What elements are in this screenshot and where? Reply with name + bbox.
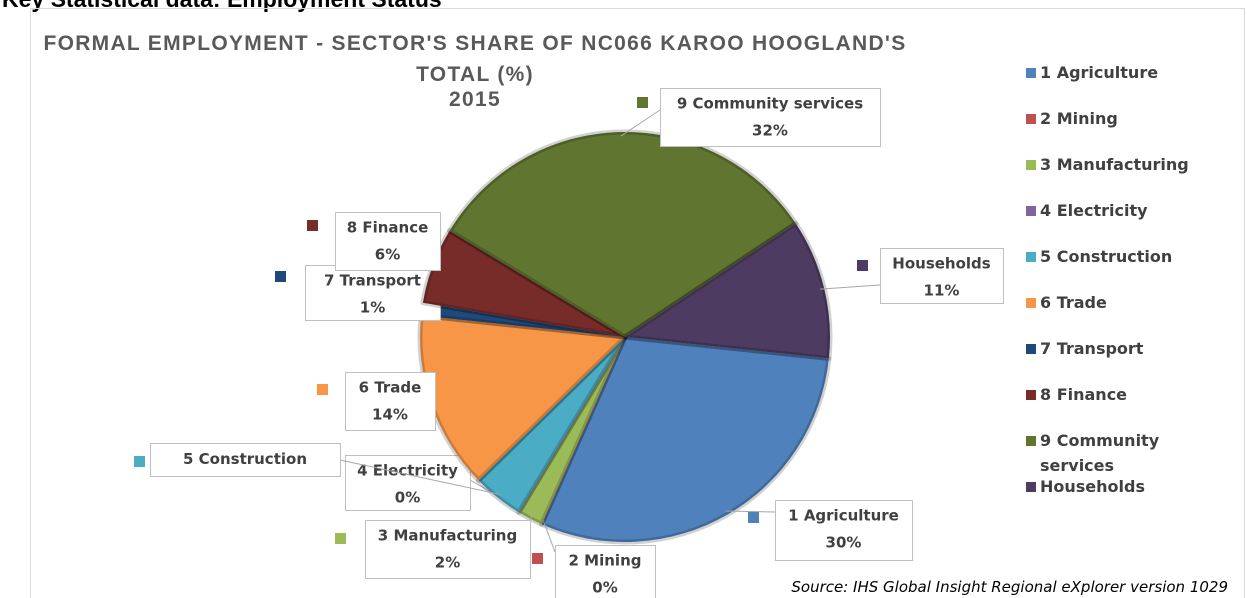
data-label-value: 30% [826,534,862,552]
data-label-name: 9 Community services [677,95,863,113]
label-key [307,220,318,231]
legend-label: 9 Community services [1040,431,1160,475]
legend-label: Households [1040,477,1145,496]
leader-line [529,514,533,521]
data-label-value: 32% [752,122,788,140]
legend-key [1026,68,1036,78]
legend-key [1026,390,1036,400]
label-key [134,456,145,467]
data-label-name: 1 Agriculture [788,507,899,525]
label-key [335,533,346,544]
pie-slice [539,334,832,545]
legend-key [1026,206,1036,216]
label-box [775,500,913,561]
label-key [857,260,868,271]
data-label-name: 4 Electricity [357,462,458,480]
pie-slice [447,129,799,340]
legend-label: 6 Trade [1040,293,1107,312]
label-box [555,545,656,598]
data-label-value: 1% [360,299,385,317]
leader-line [725,510,776,513]
data-label-name: 8 Finance [347,219,429,237]
legend-label: 4 Electricity [1040,201,1148,220]
leader-line [339,459,501,495]
legend-label: 3 Manufacturing [1040,155,1189,174]
label-box [880,248,1004,304]
legend-key [1026,252,1036,262]
chart-subtitle: 2015 [449,88,501,111]
data-label-name: 7 Transport [324,272,421,290]
label-box [345,372,436,431]
legend-label: 2 Mining [1040,109,1118,128]
leader-line [620,109,661,137]
data-label-value: 11% [924,282,960,300]
chart-frame [30,8,1245,598]
legend-key [1026,160,1036,170]
data-label-name: 6 Trade [359,379,422,397]
data-label-value: 6% [375,246,400,264]
pie-slice [622,221,833,361]
label-key [637,97,648,108]
leader-line [542,520,556,553]
label-key [275,271,286,282]
label-box [335,212,441,271]
label-box [150,443,341,477]
data-label-name: 5 Construction [183,450,307,468]
data-label-value: 0% [395,489,420,507]
pie-slice [476,334,628,515]
legend-key [1026,114,1036,124]
legend-key [1026,436,1036,446]
label-key [532,553,543,564]
data-label-value: 2% [435,554,460,572]
label-key [748,512,759,523]
legend-key [1026,482,1036,492]
chart-title: FORMAL EMPLOYMENT - SECTOR'S SHARE OF NC… [43,32,907,86]
legend-label: 7 Transport [1040,339,1144,358]
data-label-name: 2 Mining [569,552,642,570]
label-key [317,384,328,395]
label-box [345,455,471,511]
leader-line [820,284,881,290]
label-box [365,520,531,579]
legend-label: 1 Agriculture [1040,63,1159,82]
data-label-value: 14% [372,406,408,424]
data-label-name: Households [892,255,991,273]
label-box [660,88,881,147]
data-label-name: 3 Manufacturing [378,527,517,545]
legend-key [1026,344,1036,354]
legend-label: 8 Finance [1040,385,1128,404]
legend-label: 5 Construction [1040,247,1173,266]
data-label-value: 0% [592,579,617,597]
legend-key [1026,298,1036,308]
source-note: Source: IHS Global Insight Regional eXpl… [791,578,1228,596]
